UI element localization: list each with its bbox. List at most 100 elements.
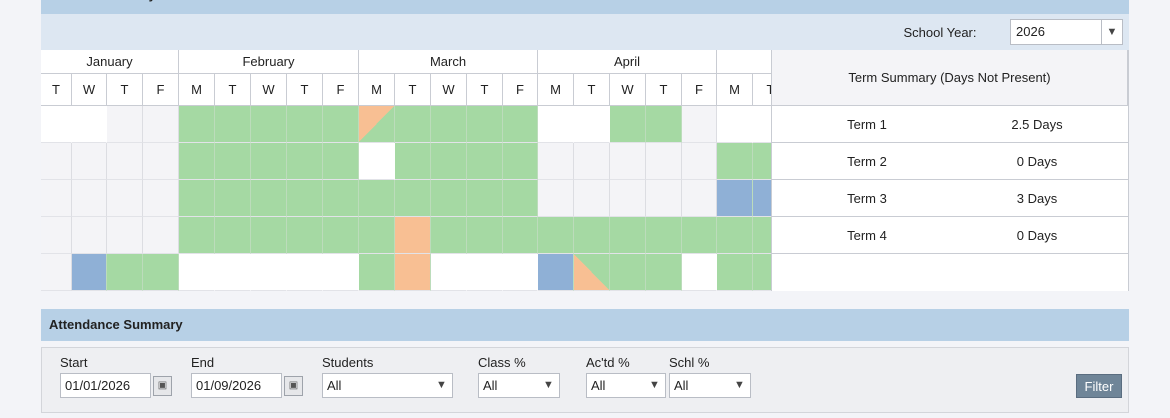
calendar-day-cell	[323, 180, 359, 217]
term-summary: Term Summary (Days Not Present) Term 1 2.5…	[771, 50, 1129, 291]
calendar-day-cell	[72, 254, 107, 291]
month-header	[717, 50, 771, 74]
calendar-day-cell	[287, 106, 323, 143]
calendar-day-cell	[610, 254, 646, 291]
calendar-day-cell	[215, 180, 251, 217]
term-name: Term 3	[847, 191, 887, 206]
month-header: February	[179, 50, 359, 74]
calendar-day-cell	[143, 180, 179, 217]
calendar-day-cell	[646, 143, 682, 180]
calendar-icon-button[interactable]: ▣	[153, 376, 172, 396]
filter-button[interactable]: Filter	[1076, 374, 1122, 398]
calendar-day-cell	[717, 217, 753, 254]
day-header: M	[717, 74, 753, 106]
calendar-day-cell	[41, 217, 72, 254]
calendar-day-cell	[467, 106, 503, 143]
school-year-bar	[41, 14, 1129, 51]
calendar-day-cell	[323, 254, 359, 291]
calendar-day-cell	[646, 180, 682, 217]
calendar-day-cell	[107, 106, 143, 143]
day-header: W	[431, 74, 467, 106]
dropdown[interactable]: All ▼	[478, 373, 560, 398]
calendar-day-cell	[251, 254, 287, 291]
calendar-day-cell	[251, 106, 287, 143]
calendar-day-cell	[753, 106, 771, 143]
calendar-day-cell	[467, 217, 503, 254]
calendar-day-cell	[251, 217, 287, 254]
calendar-day-cell	[610, 106, 646, 143]
calendar-day-cell	[646, 106, 682, 143]
field-label: Class %	[478, 355, 526, 370]
field-label: Schl %	[669, 355, 710, 370]
calendar-day-cell	[682, 254, 717, 291]
calendar-day-cell	[179, 254, 215, 291]
calendar-day-cell	[143, 254, 179, 291]
term-days: 0 Days	[1016, 154, 1058, 169]
calendar-day-cell	[431, 180, 467, 217]
calendar-day-cell	[143, 143, 179, 180]
dropdown[interactable]: All ▼	[669, 373, 751, 398]
term-row	[772, 143, 1129, 180]
calendar-day-cell	[359, 180, 395, 217]
calendar-day-cell	[753, 180, 771, 217]
calendar-day-cell	[287, 143, 323, 180]
calendar-day-cell	[682, 180, 717, 217]
calendar-day-cell	[287, 217, 323, 254]
calendar-day-cell	[574, 254, 610, 291]
day-header: M	[359, 74, 395, 106]
calendar-day-cell	[323, 106, 359, 143]
calendar-day-cell	[538, 143, 574, 180]
calendar-day-cell	[41, 254, 72, 291]
calendar-day-cell	[72, 217, 107, 254]
day-header: T	[287, 74, 323, 106]
calendar-day-cell	[107, 180, 143, 217]
calendar-day-cell	[359, 217, 395, 254]
calendar-day-cell	[610, 180, 646, 217]
calendar-day-cell	[107, 217, 143, 254]
month-header: March	[359, 50, 538, 74]
day-header: T	[753, 74, 771, 106]
day-header: F	[323, 74, 359, 106]
calendar-day-cell	[646, 217, 682, 254]
term-summary-header: Term Summary (Days Not Present)	[772, 50, 1129, 106]
day-header: F	[682, 74, 717, 106]
calendar-day-cell	[215, 217, 251, 254]
calendar-day-cell	[538, 180, 574, 217]
term-name: Term 1	[847, 117, 887, 132]
field-label: End	[191, 355, 215, 370]
calendar-day-cell	[287, 180, 323, 217]
filter-panel: Start 01/01/2026 ▣ End 01/09/2026 ▣ Students Al…	[41, 347, 1129, 413]
calendar-day-cell	[467, 254, 503, 291]
calendar-day-cell	[467, 180, 503, 217]
calendar-day-cell	[503, 143, 538, 180]
calendar-day-cell	[395, 254, 431, 291]
term-row	[772, 217, 1129, 254]
calendar-day-cell	[215, 143, 251, 180]
calendar-day-cell	[287, 254, 323, 291]
calendar-day-cell	[395, 217, 431, 254]
calendar-day-cell	[503, 106, 538, 143]
dropdown[interactable]: All ▼	[322, 373, 453, 398]
term-row	[772, 180, 1129, 217]
day-header: W	[610, 74, 646, 106]
date-input[interactable]: 01/09/2026	[191, 373, 282, 398]
date-input[interactable]: 01/01/2026	[60, 373, 151, 398]
day-header: M	[538, 74, 574, 106]
day-header: T	[107, 74, 143, 106]
calendar-day-cell	[538, 217, 574, 254]
calendar-day-cell	[41, 180, 72, 217]
calendar-day-cell	[610, 217, 646, 254]
calendar-day-cell	[646, 254, 682, 291]
dropdown[interactable]: All ▼	[586, 373, 666, 398]
calendar-day-cell	[431, 254, 467, 291]
calendar-day-cell	[41, 143, 72, 180]
calendar-day-cell	[682, 106, 717, 143]
school-year-select[interactable]: 2026 ▼	[1010, 19, 1123, 45]
calendar-day-cell	[431, 143, 467, 180]
calendar-day-cell	[215, 254, 251, 291]
calendar-day-cell	[251, 143, 287, 180]
calendar-day-cell	[610, 143, 646, 180]
calendar-day-cell	[323, 143, 359, 180]
calendar-icon-button[interactable]: ▣	[284, 376, 303, 396]
attendance-header-bar: Attendance Summary	[41, 309, 1129, 341]
